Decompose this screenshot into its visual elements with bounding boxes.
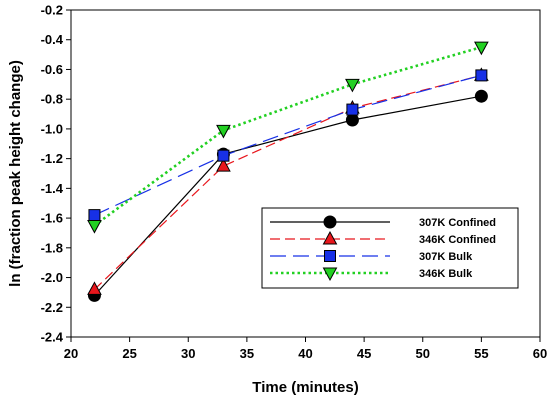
x-tick-label: 55 xyxy=(474,346,488,361)
series-line xyxy=(93,45,482,227)
x-axis-title: Time (minutes) xyxy=(252,379,358,396)
data-point xyxy=(475,69,488,82)
data-point xyxy=(87,281,102,295)
series-307k-bulk xyxy=(88,69,488,222)
y-tick-label: -1.6 xyxy=(41,211,63,226)
legend: 307K Confined 346K Confined 307K Bulk 346K … xyxy=(261,207,519,289)
x-tick-label: 35 xyxy=(240,346,254,361)
y-tick-label: -0.6 xyxy=(41,62,63,77)
data-point xyxy=(87,220,102,234)
legend-label: 307K Confined xyxy=(419,217,496,229)
x-tick-label: 40 xyxy=(298,346,312,361)
y-tick-label: -1.2 xyxy=(41,151,63,166)
legend-marker xyxy=(323,215,337,229)
legend-item: 307K Confined xyxy=(270,215,496,229)
legend-item: 346K Confined xyxy=(270,230,496,246)
y-tick-label: -2.4 xyxy=(41,330,64,345)
y-tick-label: -2.2 xyxy=(41,300,63,315)
data-point xyxy=(216,124,231,139)
legend-label: 346K Bulk xyxy=(419,268,473,280)
data-point xyxy=(88,209,101,222)
legend-label: 346K Confined xyxy=(419,234,496,246)
data-point xyxy=(345,78,360,93)
data-point xyxy=(346,103,359,116)
legend-marker xyxy=(324,250,336,262)
y-tick-label: -1.0 xyxy=(41,121,63,136)
y-tick-label: -0.2 xyxy=(41,3,63,18)
x-tick-label: 25 xyxy=(122,346,136,361)
series-line xyxy=(94,74,482,216)
series-line xyxy=(94,74,482,290)
y-tick-label: -0.8 xyxy=(41,92,63,107)
data-point xyxy=(345,113,359,127)
legend-box xyxy=(261,207,519,289)
x-tick-label: 45 xyxy=(357,346,371,361)
series-346k-bulk xyxy=(87,41,489,234)
y-axis: -2.4 -2.2 -2.0 -1.8 -1.6 -1.4 -1.2 -1.0 -0.8 -0.6… xyxy=(41,3,71,345)
y-axis-title: ln (fraction peak height change) xyxy=(7,60,24,287)
x-tick-label: 20 xyxy=(64,346,78,361)
series-layer xyxy=(87,41,489,302)
y-tick-label: -1.4 xyxy=(41,181,64,196)
data-point xyxy=(216,158,231,172)
x-tick-label: 30 xyxy=(181,346,195,361)
y-tick-label: -1.8 xyxy=(41,240,63,255)
legend-marker xyxy=(322,230,338,245)
x-axis: 20 25 30 35 40 45 50 55 60 xyxy=(64,337,547,361)
y-tick-label: -2.0 xyxy=(41,270,63,285)
legend-label: 307K Bulk xyxy=(419,251,473,263)
legend-item: 346K Bulk xyxy=(270,267,473,282)
y-tick-label: -0.4 xyxy=(41,32,64,47)
data-point xyxy=(474,41,489,56)
x-tick-label: 60 xyxy=(533,346,547,361)
legend-marker xyxy=(322,267,338,282)
data-point xyxy=(474,89,488,103)
data-point xyxy=(217,149,230,162)
legend-item: 307K Bulk xyxy=(270,250,473,263)
x-tick-label: 50 xyxy=(416,346,430,361)
